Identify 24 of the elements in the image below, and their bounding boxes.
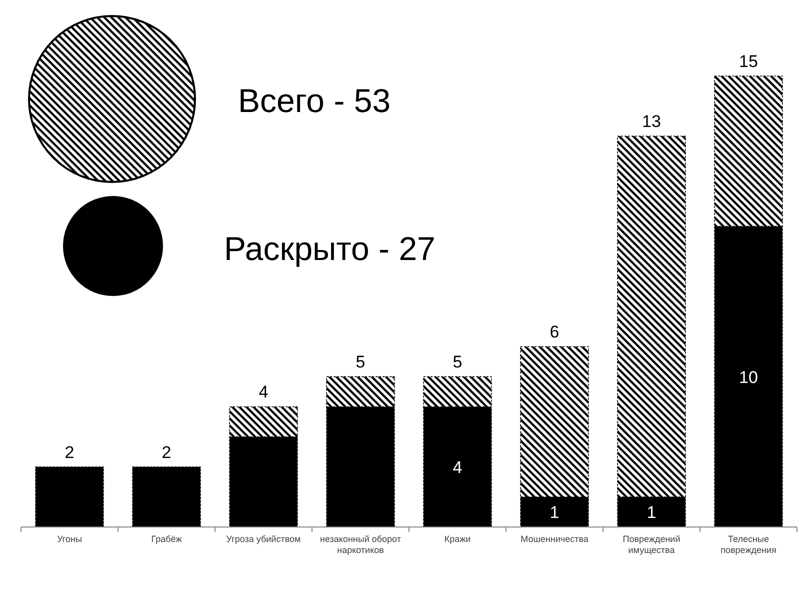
annotation: Раскрыто - 27 xyxy=(224,230,436,267)
total-label: 5 xyxy=(356,352,366,372)
total-label: 4 xyxy=(258,382,268,402)
annotation: Всего - 53 xyxy=(238,82,391,119)
total-label: 2 xyxy=(162,442,172,462)
x-tick-label: Кражи xyxy=(444,534,471,544)
data-label: 1 xyxy=(646,503,656,522)
x-tick-label: Угоны xyxy=(57,534,82,544)
total-label: 5 xyxy=(452,352,462,372)
bar xyxy=(132,466,201,528)
total-label: 2 xyxy=(64,442,74,462)
x-tick-label: Повреждений имущества xyxy=(622,534,680,555)
total-label: 15 xyxy=(739,52,758,71)
total-label: 6 xyxy=(550,322,560,342)
x-tick-label: Мошенничества xyxy=(520,534,588,544)
bar xyxy=(35,466,104,528)
data-label: 4 xyxy=(452,458,462,477)
x-tick-label: Грабёж xyxy=(151,534,182,544)
x-tick-label: Угроза убийством xyxy=(226,534,301,544)
x-tick-label: незаконный оборот наркотиков xyxy=(320,534,401,555)
data-label: 1 xyxy=(550,503,560,522)
total-label: 13 xyxy=(642,112,661,132)
data-label: 10 xyxy=(739,368,758,387)
x-tick-label: Телесные повреждения xyxy=(720,534,776,555)
